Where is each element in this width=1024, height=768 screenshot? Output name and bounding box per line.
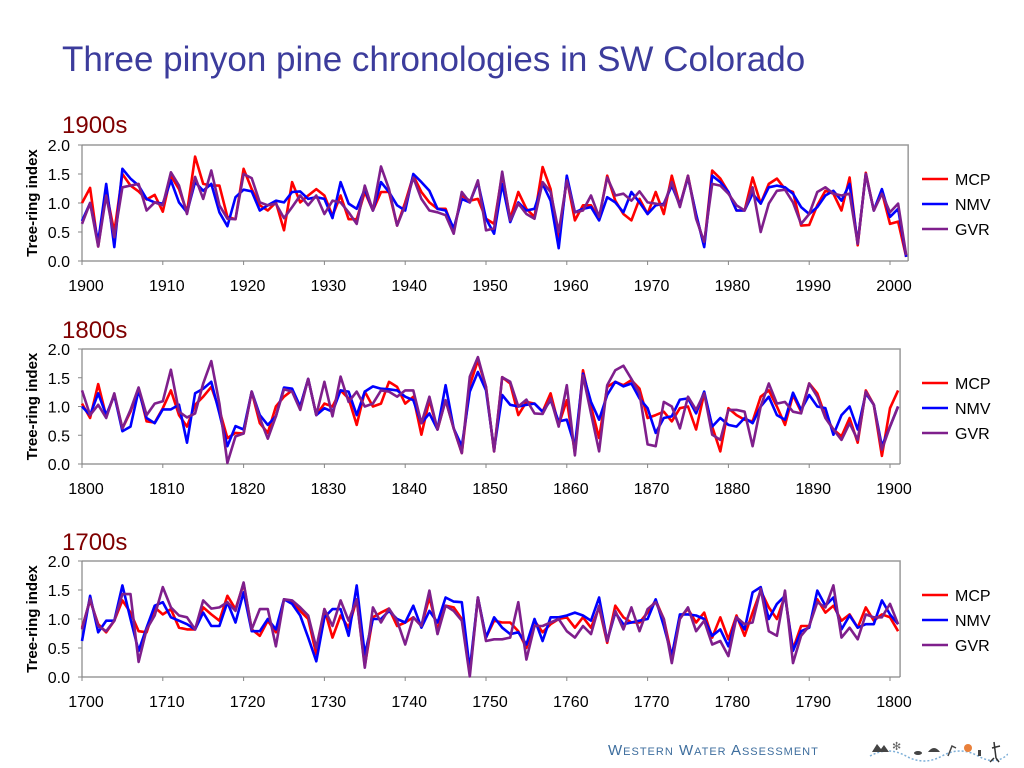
x-tick-label: 1900 xyxy=(876,481,912,498)
y-tick-label: 1.0 xyxy=(48,196,70,213)
y-axis-label: Tree-ring index xyxy=(24,352,41,460)
x-tick-label: 1990 xyxy=(795,278,831,295)
western-water-assessment-logo-text: Western Water Assessment xyxy=(608,742,819,759)
chart-1700s: 0.0 0.5 1.0 1.5 2.0 1700 1710 1720 1730 1740 1750 1… xyxy=(24,554,991,711)
page-title: Three pinyon pine chronologies in SW Col… xyxy=(62,40,806,79)
plant-icon xyxy=(978,750,981,756)
x-tick-label: 1870 xyxy=(634,481,670,498)
section-label-1700s: 1700s xyxy=(62,529,128,556)
y-tick-label: 0.5 xyxy=(48,641,70,658)
x-tick-label: 1720 xyxy=(230,694,266,711)
x-tick-label: 1810 xyxy=(149,481,185,498)
y-axis-label: Tree-ring index xyxy=(24,149,41,257)
y-tick-label: 0.0 xyxy=(48,670,70,687)
y-tick-label: 1.0 xyxy=(48,400,70,417)
chart-1900s: 0.0 0.5 1.0 1.5 2.0 1900 1910 1920 1930 1940 1950 1… xyxy=(24,138,991,295)
legend-label-MCP: MCP xyxy=(955,588,991,605)
x-tick-label: 1950 xyxy=(472,278,508,295)
x-tick-label: 1880 xyxy=(715,481,751,498)
x-tick-label: 1820 xyxy=(230,481,266,498)
legend-label-MCP: MCP xyxy=(955,172,991,189)
x-tick-label: 1740 xyxy=(391,694,427,711)
snowflake-icon: ✻ xyxy=(892,741,901,753)
x-tick-label: 1930 xyxy=(311,278,347,295)
x-tick-label: 1980 xyxy=(715,278,751,295)
legend-label-NMV: NMV xyxy=(955,613,991,630)
chart-1800s: 0.0 0.5 1.0 1.5 2.0 1800 1810 1820 1830 1840 1850 1… xyxy=(24,342,991,498)
x-tick-label: 1840 xyxy=(391,481,427,498)
x-tick-label: 1920 xyxy=(230,278,266,295)
x-tick-label: 1900 xyxy=(68,278,104,295)
legend-label-NMV: NMV xyxy=(955,401,991,418)
x-tick-label: 1800 xyxy=(876,694,912,711)
plot-border xyxy=(82,560,901,677)
y-axis-label: Tree-ring index xyxy=(24,565,41,673)
x-tick-label: 1730 xyxy=(311,694,347,711)
y-tick-label: 1.5 xyxy=(48,371,70,388)
sun-icon xyxy=(964,744,972,752)
series-line-GVR xyxy=(80,165,908,256)
series-line-GVR xyxy=(80,355,900,465)
series-line-MCP xyxy=(80,155,908,258)
x-tick-label: 1710 xyxy=(149,694,185,711)
plot-border xyxy=(82,348,901,464)
x-tick-label: 1780 xyxy=(715,694,751,711)
x-tick-label: 1700 xyxy=(68,694,104,711)
x-tick-label: 1890 xyxy=(795,481,831,498)
legend-label-GVR: GVR xyxy=(955,426,990,443)
legend-label-GVR: GVR xyxy=(955,638,990,655)
y-tick-label: 0.5 xyxy=(48,225,70,242)
x-tick-label: 1970 xyxy=(634,278,670,295)
series-line-MCP xyxy=(80,359,900,458)
legend-label-NMV: NMV xyxy=(955,197,991,214)
bird-icon xyxy=(947,744,957,757)
x-tick-label: 1860 xyxy=(553,481,589,498)
y-tick-label: 1.0 xyxy=(48,612,70,629)
x-tick-label: 1850 xyxy=(472,481,508,498)
series-line-NMV xyxy=(80,167,908,258)
y-tick-label: 1.5 xyxy=(48,167,70,184)
y-tick-label: 2.0 xyxy=(48,342,70,359)
hill-icon xyxy=(928,748,940,752)
y-tick-label: 0.0 xyxy=(48,254,70,271)
x-tick-label: 1770 xyxy=(634,694,670,711)
fish-icon xyxy=(914,751,922,755)
x-tick-label: 1800 xyxy=(68,481,104,498)
series-line-NMV xyxy=(80,584,900,671)
x-tick-label: 1910 xyxy=(149,278,185,295)
y-tick-label: 0.0 xyxy=(48,457,70,474)
x-tick-label: 1960 xyxy=(553,278,589,295)
x-tick-label: 1790 xyxy=(795,694,831,711)
x-tick-label: 1940 xyxy=(391,278,427,295)
y-tick-label: 2.0 xyxy=(48,554,70,571)
y-tick-label: 2.0 xyxy=(48,138,70,155)
y-tick-label: 1.5 xyxy=(48,583,70,600)
section-label-1900s: 1900s xyxy=(62,112,128,139)
mountain-icon xyxy=(872,744,889,752)
logo-icons: ✻ xyxy=(869,741,1008,763)
plot-border xyxy=(82,144,909,261)
x-tick-label: 1750 xyxy=(472,694,508,711)
section-label-1800s: 1800s xyxy=(62,317,128,344)
legend-label-GVR: GVR xyxy=(955,222,990,239)
x-tick-label: 1830 xyxy=(311,481,347,498)
legend-label-MCP: MCP xyxy=(955,376,991,393)
x-tick-label: 2000 xyxy=(876,278,912,295)
series-line-GVR xyxy=(80,581,900,678)
x-tick-label: 1760 xyxy=(553,694,589,711)
y-tick-label: 0.5 xyxy=(48,428,70,445)
person-icon xyxy=(989,741,1001,763)
